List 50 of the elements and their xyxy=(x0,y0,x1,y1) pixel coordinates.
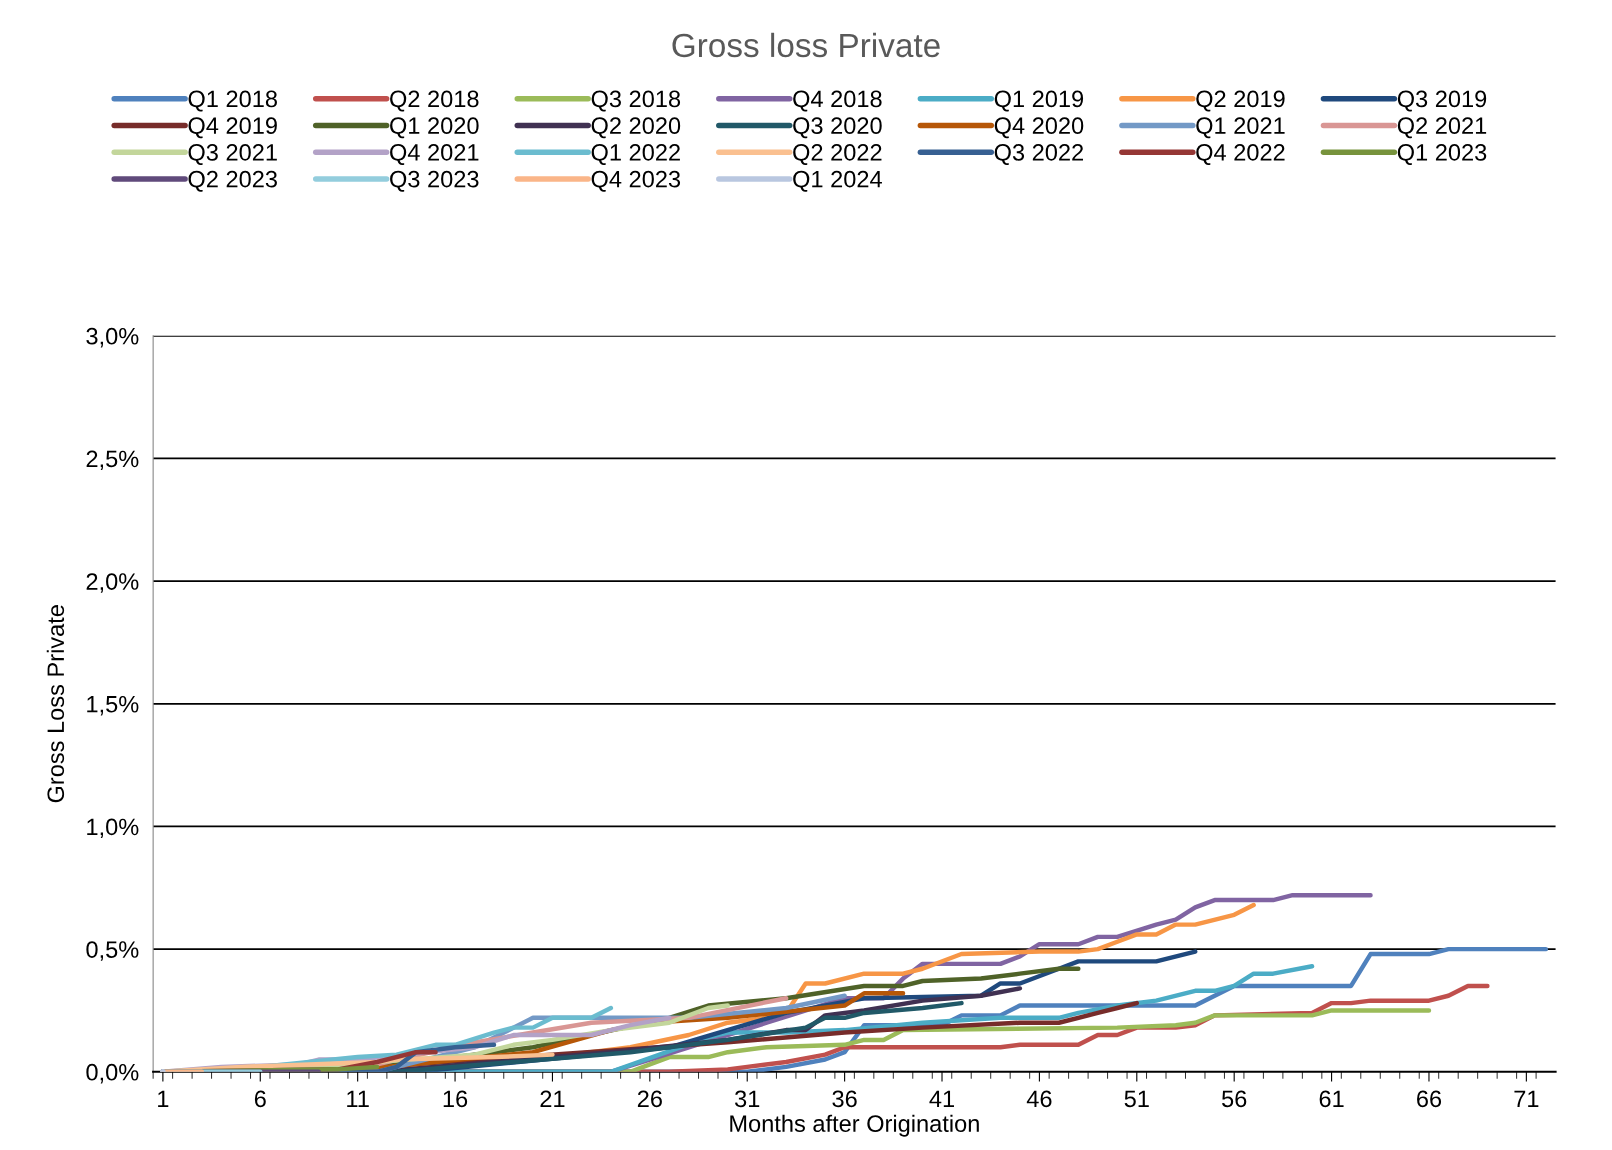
legend-label: Q3 2019 xyxy=(1397,90,1487,112)
legend-label: Q4 2021 xyxy=(390,144,479,165)
x-axis-title: Months after Origination xyxy=(730,1114,979,1137)
y-tick-label: 1,0% xyxy=(87,818,139,839)
x-tick-label: 71 xyxy=(1514,1090,1539,1107)
legend-label: Q3 2021 xyxy=(188,144,277,165)
legend-label: Q3 2018 xyxy=(591,90,681,112)
legend-label: Q4 2018 xyxy=(793,90,882,112)
legend-label: Q4 2022 xyxy=(1196,144,1285,165)
legend-label: Q2 2023 xyxy=(188,170,277,192)
y-tick-label: 0,5% xyxy=(86,941,139,961)
legend-label: Q4 2019 xyxy=(188,117,277,139)
chart-title: Gross loss Private xyxy=(672,32,940,58)
y-axis-title: Gross Loss Private xyxy=(46,605,65,803)
legend-label: Q1 2023 xyxy=(1397,144,1487,165)
legend-label: Q1 2020 xyxy=(390,117,479,139)
legend-label: Q3 2022 xyxy=(994,144,1083,165)
x-tick-label: 46 xyxy=(1026,1090,1052,1108)
x-tick-label: 1 xyxy=(158,1090,169,1107)
legend-label: Q2 2021 xyxy=(1397,117,1487,139)
y-tick-label: 3,0% xyxy=(86,327,139,348)
legend-label: Q2 2019 xyxy=(1196,90,1285,112)
y-tick-label: 0,0% xyxy=(86,1063,139,1084)
x-tick-label: 21 xyxy=(540,1090,565,1107)
legend-label: Q1 2021 xyxy=(1196,117,1285,139)
legend-label: Q3 2023 xyxy=(390,170,479,192)
legend-label: Q1 2019 xyxy=(994,90,1084,112)
x-tick-label: 66 xyxy=(1417,1090,1442,1108)
x-tick-label: 41 xyxy=(929,1090,954,1107)
x-tick-label: 16 xyxy=(443,1090,468,1108)
legend-label: Q4 2020 xyxy=(994,117,1084,139)
x-tick-label: 11 xyxy=(347,1090,369,1107)
x-tick-label: 31 xyxy=(735,1090,760,1108)
y-tick-label: 1,5% xyxy=(87,695,139,716)
x-tick-label: 6 xyxy=(254,1090,266,1108)
x-tick-label: 51 xyxy=(1124,1090,1149,1108)
x-tick-label: 61 xyxy=(1319,1090,1344,1108)
y-tick-label: 2,0% xyxy=(86,573,139,593)
legend-label: Q4 2023 xyxy=(591,170,681,192)
legend-label: Q2 2022 xyxy=(793,144,882,165)
y-tick-label: 2,5% xyxy=(86,450,139,471)
legend-label: Q1 2022 xyxy=(591,144,680,165)
legend-label: Q1 2024 xyxy=(793,170,882,192)
x-tick-label: 36 xyxy=(832,1090,857,1108)
x-tick-label: 56 xyxy=(1222,1090,1247,1108)
legend-label: Q1 2018 xyxy=(188,90,277,112)
x-tick-label: 26 xyxy=(637,1090,662,1108)
legend-label: Q2 2020 xyxy=(591,117,681,139)
legend-label: Q2 2018 xyxy=(390,90,479,112)
legend-label: Q3 2020 xyxy=(793,117,882,139)
